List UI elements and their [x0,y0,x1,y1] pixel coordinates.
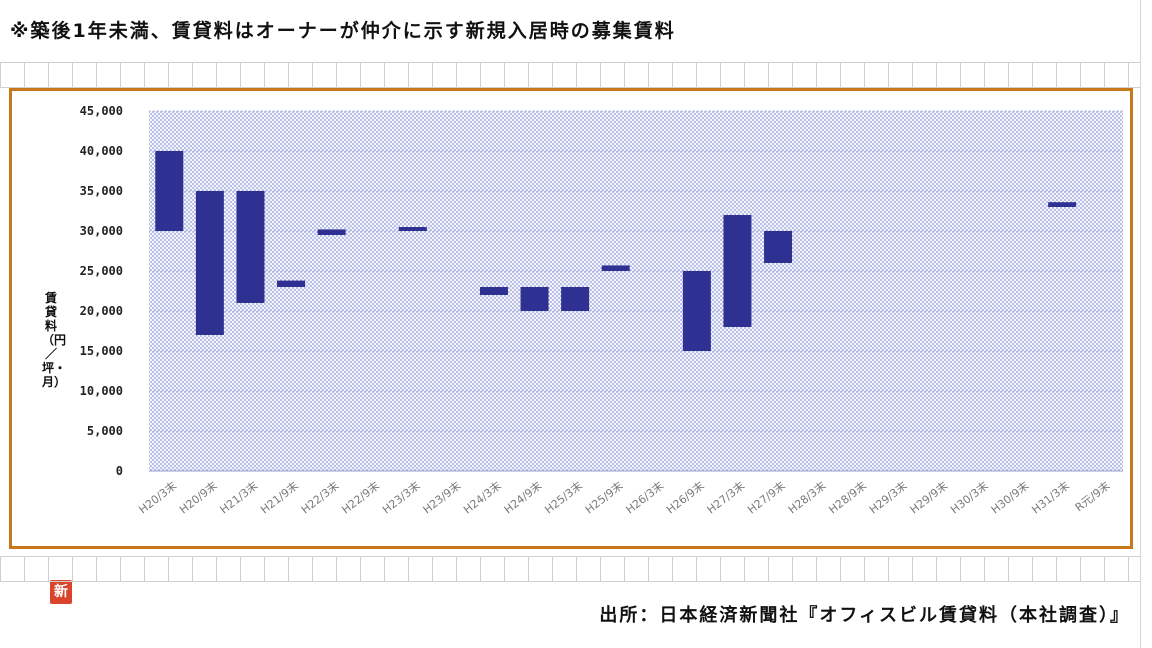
chart-frame: 0 5,000 10,000 15,000 20,000 25,000 30,000 35,0… [9,88,1133,604]
range-bar [764,231,793,263]
x-tick-label: H22/9末 [339,478,382,516]
y-tick-label: 10,000 [80,384,123,398]
x-tick-label: H30/9末 [988,478,1031,516]
range-bar [520,287,549,311]
x-tick-label: H29/9末 [907,478,950,516]
ruled-grid-bottom [0,556,1140,582]
x-tick-label: H22/3末 [298,478,341,516]
range-bar [682,271,711,351]
x-tick-label: H26/9末 [663,478,706,516]
y-tick-label: 0 [116,464,123,478]
range-bar [398,227,427,231]
y-tick-label: 35,000 [80,184,123,198]
x-tick-label: R元/9末 [1072,478,1112,514]
x-tick-label: H31/3末 [1029,478,1072,516]
x-tick-label: H25/3末 [542,478,585,516]
y-tick-label: 45,000 [80,104,123,118]
range-bar [479,287,508,295]
x-tick-label: H23/9末 [420,478,463,516]
range-bar [236,191,265,303]
page-title: ※築後1年未満、賃貸料はオーナーが仲介に示す新規入居時の募集賃料 [10,20,676,42]
range-bar [561,287,590,311]
source-citation: 出所：日本経済新聞社『オフィスビル賃貸料（本社調査）』 [599,605,1130,626]
x-tick-label: H20/9末 [176,478,219,516]
ruled-grid-top [0,62,1140,88]
bars [155,151,1077,351]
page-right-edge [1140,0,1141,648]
gridlines [149,110,1123,472]
x-tick-label: H20/3末 [136,478,179,516]
range-bar [155,151,184,231]
plot-area [149,111,1123,471]
x-tick-label: H21/9末 [258,478,301,516]
range-bar-chart: 0 5,000 10,000 15,000 20,000 25,000 30,000 35,0… [80,104,1123,516]
y-axis-label: 賃貸料（円／坪・月） [42,291,67,389]
x-tick-label: H25/9末 [582,478,625,516]
x-tick-label: H28/9末 [826,478,869,516]
x-tick-label: H23/3末 [379,478,422,516]
y-tick-label: 5,000 [87,424,123,438]
y-tick-label: 30,000 [80,224,123,238]
x-tick-label: H30/3末 [948,478,991,516]
range-bar [277,280,306,287]
x-tick-label: H21/3末 [217,478,260,516]
x-tick-label: H27/9末 [745,478,788,516]
y-tick-labels: 0 5,000 10,000 15,000 20,000 25,000 30,000 35,0… [80,104,123,478]
x-tick-label: H24/3末 [461,478,504,516]
y-tick-label: 15,000 [80,344,123,358]
x-tick-labels: H20/3末H20/9末H21/3末H21/9末H22/3末H22/9末H23/… [136,478,1113,516]
range-bar [317,229,346,235]
y-tick-label: 25,000 [80,264,123,278]
range-bar [723,215,752,327]
nikkei-seal-logo: 新 [50,580,72,604]
y-tick-label: 40,000 [80,144,123,158]
range-bar [195,191,224,335]
x-tick-label: H24/9末 [501,478,544,516]
range-bar [1048,202,1077,207]
x-tick-label: H28/3末 [785,478,828,516]
y-tick-label: 20,000 [80,304,123,318]
x-tick-label: H27/3末 [704,478,747,516]
range-bar [601,265,630,271]
x-tick-label: H29/3末 [866,478,909,516]
x-tick-label: H26/3末 [623,478,666,516]
